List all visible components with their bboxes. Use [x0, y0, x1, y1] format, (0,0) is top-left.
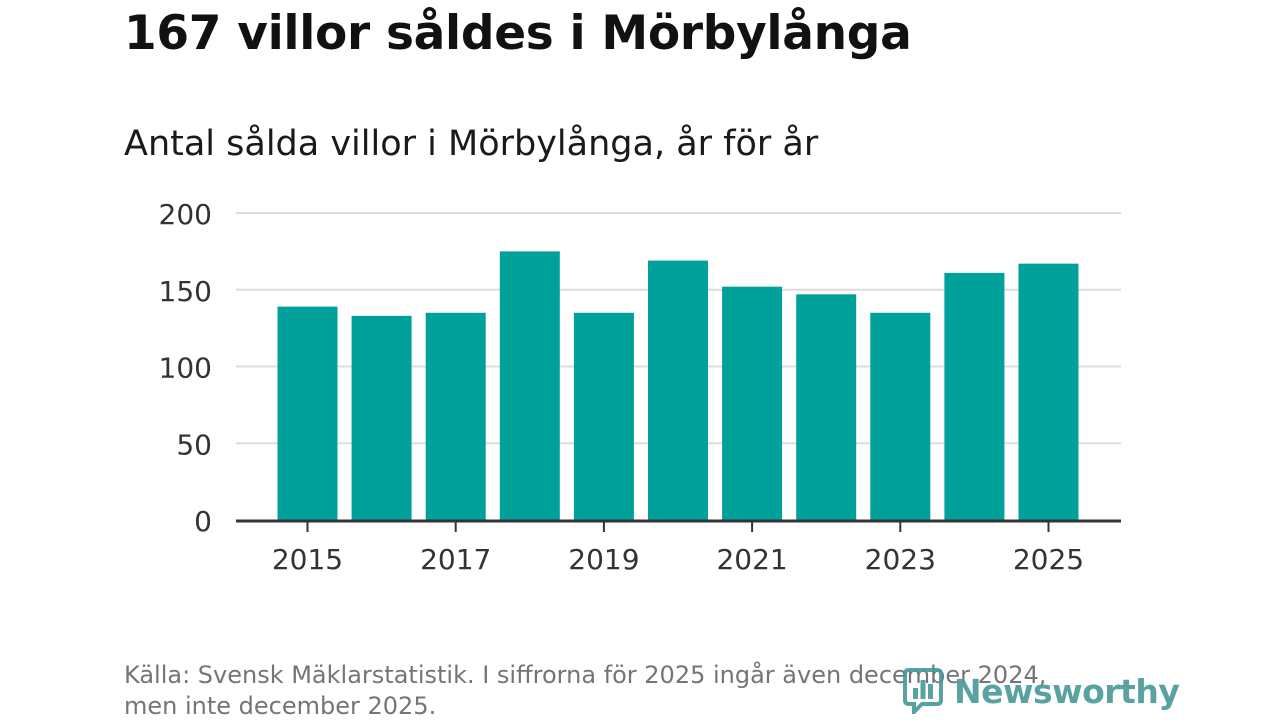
bar-2024	[944, 272, 1005, 520]
headline: 167 villor såldes i Mörbylånga	[124, 6, 912, 61]
bar-2023	[870, 312, 931, 520]
logo-text: Newsworthy	[954, 671, 1180, 711]
bar-2020	[648, 260, 708, 520]
y-tick-label: 50	[176, 428, 212, 461]
axis-layer: 0 50 100 150 200 2015 2017 2019 2021 2023 2025	[159, 198, 1121, 576]
bar-chart: 0 50 100 150 200 2015 2017 2019 2021 2023 2025	[159, 198, 1121, 576]
source-line-1: Källa: Svensk Mäklarstatistik. I siffror…	[124, 661, 1047, 689]
bars-layer	[277, 251, 1079, 520]
x-tick-label: 2015	[272, 543, 343, 576]
y-tick-label: 150	[159, 275, 212, 308]
source-line-2: men inte december 2025.	[124, 692, 437, 720]
y-tick-label: 0	[194, 505, 212, 538]
bar-2025	[1018, 263, 1079, 520]
bar-2018	[499, 251, 560, 520]
x-tick-label: 2019	[568, 543, 639, 576]
bar-chart-logo-icon	[903, 668, 943, 714]
bar-2021	[722, 286, 783, 520]
x-tick-label: 2023	[865, 543, 936, 576]
bar-2016	[351, 315, 412, 520]
bar-2019	[573, 312, 634, 520]
newsworthy-logo: Newsworthy	[902, 668, 1180, 714]
bar-2022	[796, 294, 857, 520]
bar-2015	[277, 306, 338, 520]
x-tick-label: 2017	[420, 543, 491, 576]
bar-2017	[425, 312, 486, 520]
y-tick-label: 100	[159, 352, 212, 385]
x-tick-label: 2025	[1013, 543, 1084, 576]
source-note: Källa: Svensk Mäklarstatistik. I siffror…	[124, 660, 1124, 722]
chart-title: Antal sålda villor i Mörbylånga, år för …	[124, 124, 819, 164]
x-tick-label: 2021	[716, 543, 787, 576]
y-tick-label: 200	[159, 198, 212, 231]
